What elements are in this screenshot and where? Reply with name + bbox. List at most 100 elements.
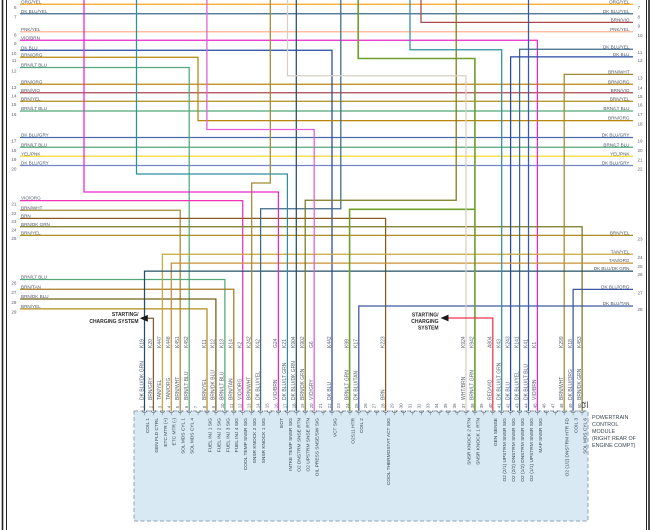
svg-text:K2: K2	[238, 342, 244, 348]
svg-text:FUEL INJ 2 SIG: FUEL INJ 2 SIG	[216, 418, 222, 452]
svg-text:37: 37	[461, 403, 466, 408]
svg-text:K1: K1	[532, 342, 538, 348]
svg-text:10: 10	[11, 51, 17, 56]
svg-text:FUEL INJ 4 SIG: FUEL INJ 4 SIG	[234, 418, 240, 452]
svg-text:BRN/WHT: BRN/WHT	[21, 205, 43, 210]
svg-text:13: 13	[638, 75, 644, 80]
svg-text:O2 (1/1) UPSTRM SNSR SIG: O2 (1/1) UPSTRM SNSR SIG	[529, 418, 535, 482]
svg-text:43: 43	[515, 403, 520, 408]
svg-text:O2S11 HTR: O2S11 HTR	[350, 417, 356, 443]
svg-text:27: 27	[372, 403, 377, 408]
svg-text:BRN/DK GRN: BRN/DK GRN	[300, 368, 306, 400]
svg-text:MODULE: MODULE	[592, 429, 615, 435]
svg-text:16: 16	[273, 403, 278, 408]
svg-text:FUEL INJ 1 SIG: FUEL INJ 1 SIG	[207, 418, 213, 452]
svg-text:18: 18	[11, 148, 17, 153]
svg-text:SNSR KNOCK 1 RTN: SNSR KNOCK 1 RTN	[475, 417, 481, 464]
svg-text:7: 7	[193, 405, 198, 408]
svg-text:PNK/YEL: PNK/YEL	[610, 27, 630, 32]
svg-text:15: 15	[265, 403, 270, 408]
svg-text:COOL TEMP SNSR SIG: COOL TEMP SNSR SIG	[243, 418, 249, 470]
svg-text:39: 39	[479, 403, 484, 408]
svg-text:CHARGING SYSTEM: CHARGING SYSTEM	[89, 319, 138, 325]
svg-text:16: 16	[11, 112, 17, 117]
svg-text:3: 3	[157, 405, 162, 408]
svg-text:8: 8	[202, 405, 207, 408]
svg-text:DK BLU/YEL: DK BLU/YEL	[603, 9, 630, 14]
svg-text:23: 23	[638, 236, 644, 241]
svg-text:K12: K12	[211, 339, 217, 348]
svg-text:MAP SNSR SIG: MAP SNSR SIG	[538, 418, 544, 453]
svg-text:COIL 2: COIL 2	[359, 418, 365, 433]
svg-text:TAN/ORG: TAN/ORG	[609, 258, 630, 263]
svg-text:ETC MTR (-): ETC MTR (-)	[172, 418, 178, 446]
svg-text:K42: K42	[255, 339, 261, 348]
svg-text:SYSTEM: SYSTEM	[418, 325, 439, 331]
svg-text:VIO/GRY: VIO/GRY	[309, 379, 315, 400]
svg-text:O2 (2/1) UPSTRM SNSR SIG: O2 (2/1) UPSTRM SNSR SIG	[502, 418, 508, 482]
svg-text:48: 48	[559, 403, 564, 408]
svg-text:11: 11	[12, 58, 17, 63]
svg-text:26: 26	[638, 272, 644, 277]
svg-text:9: 9	[211, 405, 216, 408]
svg-text:DK BLU/GRY: DK BLU/GRY	[602, 161, 630, 166]
svg-text:WHT/BRN: WHT/BRN	[461, 376, 467, 400]
svg-text:35: 35	[443, 403, 448, 408]
svg-text:SOL MDS CYL 6: SOL MDS CYL 6	[583, 418, 589, 454]
svg-text:POWERTRAIN: POWERTRAIN	[592, 415, 629, 421]
svg-text:K452: K452	[184, 336, 190, 348]
svg-text:6: 6	[184, 405, 189, 408]
svg-text:BRN: BRN	[21, 214, 31, 219]
svg-text:20: 20	[11, 166, 17, 171]
svg-text:O2 (2/2) DNSTRM SNSR SIG: O2 (2/2) DNSTRM SNSR SIG	[511, 418, 517, 482]
svg-text:22: 22	[638, 167, 644, 172]
svg-text:15: 15	[11, 102, 17, 107]
svg-text:BRN/VIO: BRN/VIO	[21, 88, 40, 93]
svg-text:47: 47	[550, 403, 555, 408]
svg-text:K451: K451	[175, 336, 181, 348]
svg-text:34: 34	[434, 403, 439, 408]
svg-text:SOL MDS CYL 4: SOL MDS CYL 4	[190, 418, 196, 454]
svg-text:36: 36	[452, 403, 457, 408]
svg-text:40: 40	[488, 403, 493, 408]
svg-text:BRN/WHT: BRN/WHT	[559, 377, 565, 400]
svg-text:VIO/ORG: VIO/ORG	[238, 378, 244, 400]
svg-text:BRN/YEL: BRN/YEL	[202, 378, 208, 400]
svg-text:38: 38	[470, 403, 475, 408]
svg-text:14: 14	[11, 94, 17, 99]
svg-text:21: 21	[11, 201, 17, 206]
svg-text:K442: K442	[327, 336, 333, 348]
svg-text:41: 41	[497, 403, 502, 408]
svg-text:BRN/LT BLU: BRN/LT BLU	[603, 106, 629, 111]
svg-text:21: 21	[318, 403, 323, 408]
svg-text:24: 24	[638, 255, 644, 260]
svg-text:ORG/YEL: ORG/YEL	[21, 0, 42, 4]
svg-text:K20: K20	[148, 339, 154, 348]
svg-text:DK BLU/ORG: DK BLU/ORG	[601, 285, 630, 290]
svg-text:DK BLU/LT BLU: DK BLU/LT BLU	[523, 364, 529, 400]
svg-text:46: 46	[541, 403, 546, 408]
svg-text:29: 29	[390, 403, 395, 408]
svg-text:BRN/LT BLU: BRN/LT BLU	[21, 106, 47, 111]
svg-text:DK BLU/YEL: DK BLU/YEL	[514, 371, 520, 400]
svg-text:COIL 3: COIL 3	[574, 418, 580, 433]
svg-text:DK BLU/LT GRN: DK BLU/LT GRN	[497, 362, 503, 400]
svg-text:A804: A804	[488, 336, 494, 348]
svg-text:14: 14	[638, 85, 644, 90]
svg-text:10: 10	[638, 33, 644, 38]
svg-text:K18: K18	[568, 339, 574, 348]
svg-text:31: 31	[407, 403, 412, 408]
svg-text:26: 26	[363, 403, 368, 408]
svg-text:18: 18	[291, 403, 296, 408]
svg-text:K453: K453	[577, 336, 583, 348]
svg-text:BRN/YEL: BRN/YEL	[21, 231, 41, 236]
svg-text:DK BLU/DK GRN: DK BLU/DK GRN	[291, 361, 297, 400]
svg-text:O2 (1/2) DNSTRM HTR FD: O2 (1/2) DNSTRM HTR FD	[565, 417, 571, 476]
svg-text:K299: K299	[559, 336, 565, 348]
svg-text:BRN/DK BLU: BRN/DK BLU	[21, 294, 49, 299]
svg-text:ETC MTR (+): ETC MTR (+)	[163, 418, 169, 447]
svg-text:GEN SENSE: GEN SENSE	[493, 418, 499, 446]
svg-text:24: 24	[345, 403, 350, 408]
svg-text:O2 UPSTRM SNSE RTN: O2 UPSTRM SNSE RTN	[306, 417, 312, 471]
svg-text:7: 7	[14, 15, 17, 20]
